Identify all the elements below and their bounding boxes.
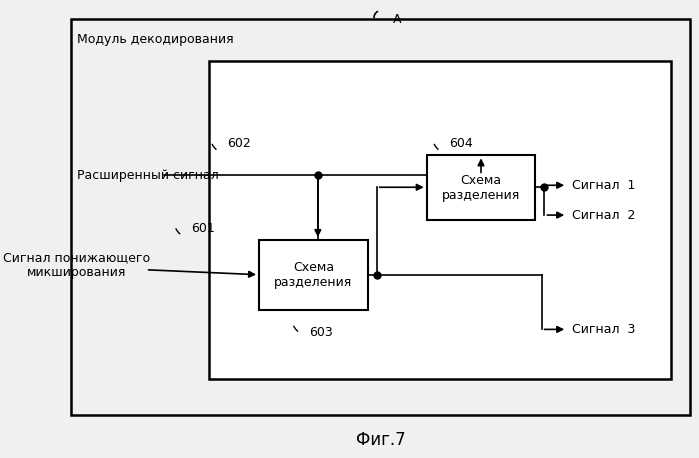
Text: А: А: [393, 13, 402, 26]
Bar: [209, 61, 671, 379]
Text: Сигнал  1: Сигнал 1: [572, 179, 635, 192]
Text: Сигнал  2: Сигнал 2: [572, 208, 635, 222]
Text: Модуль декодирования: Модуль декодирования: [77, 33, 233, 46]
Text: Схема
разделения: Схема разделения: [274, 261, 352, 289]
Text: Сигнал  3: Сигнал 3: [572, 323, 635, 336]
Text: Схема
разделения: Схема разделения: [442, 174, 520, 202]
Text: 603: 603: [309, 327, 333, 339]
Text: Расширенный сигнал: Расширенный сигнал: [77, 169, 219, 182]
Text: 601: 601: [191, 222, 215, 234]
Text: 604: 604: [449, 137, 473, 150]
Text: Сигнал понижающего
микширования: Сигнал понижающего микширования: [3, 251, 150, 279]
Bar: [71, 19, 691, 415]
Text: Фиг.7: Фиг.7: [356, 431, 405, 449]
Text: 602: 602: [227, 137, 251, 150]
Bar: [259, 240, 368, 310]
Bar: [426, 155, 535, 220]
